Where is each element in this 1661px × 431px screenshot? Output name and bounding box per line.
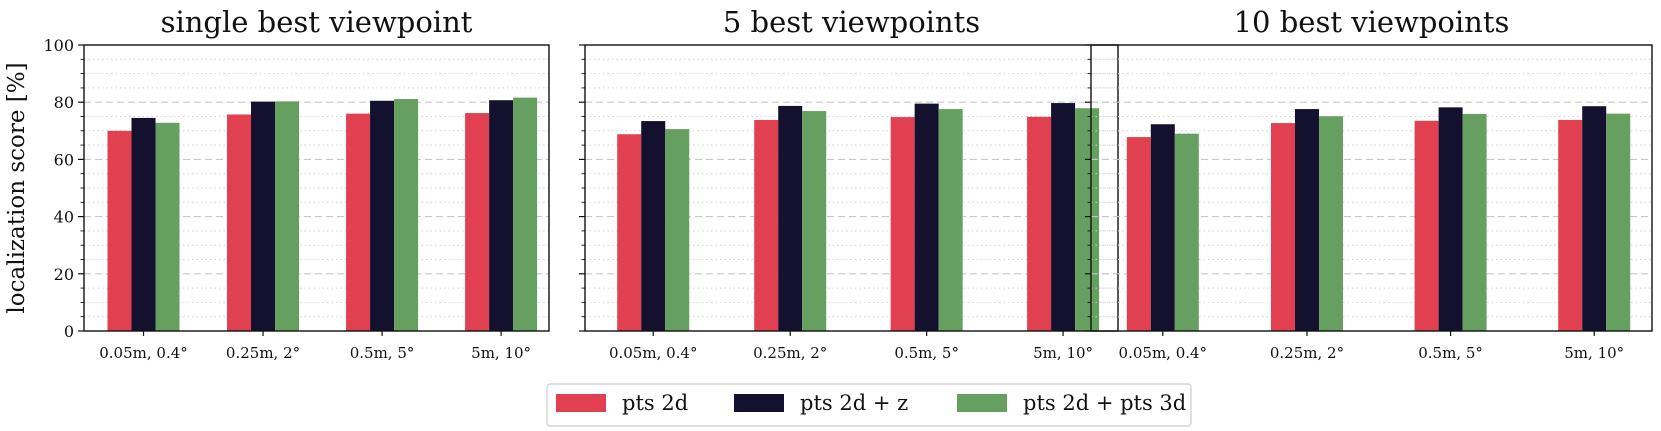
legend-box bbox=[546, 383, 1192, 427]
x-tick-label: 0.25m, 2° bbox=[1270, 344, 1344, 362]
bar-pts-2d-z-2 bbox=[251, 101, 276, 332]
chart-title: 5 best viewpoints bbox=[723, 5, 980, 39]
bar-pts-2d-pts-3d-2 bbox=[1318, 116, 1343, 332]
x-tick-label: 0.5m, 5° bbox=[894, 344, 959, 362]
chart-title: 10 best viewpoints bbox=[1234, 5, 1510, 39]
bar-pts-2d-2 bbox=[754, 119, 779, 331]
bar-pts-2d-pts-3d-2 bbox=[275, 101, 300, 331]
bar-pts-2d-z-4 bbox=[1582, 106, 1607, 331]
bar-pts-2d-pts-3d-3 bbox=[938, 109, 963, 332]
bar-pts-2d-z-3 bbox=[370, 100, 395, 332]
bar-pts-2d-pts-3d-4 bbox=[513, 97, 538, 332]
x-tick-label: 5m, 10° bbox=[1564, 344, 1624, 362]
legend-swatch bbox=[556, 394, 606, 412]
bar-pts-2d-z-2 bbox=[778, 105, 803, 331]
bar-pts-2d-1 bbox=[107, 130, 132, 331]
bar-pts-2d-z-1 bbox=[131, 117, 156, 332]
legend-label: pts 2d + pts 3d bbox=[1023, 391, 1186, 415]
x-tick-label: 0.25m, 2° bbox=[226, 344, 300, 362]
bar-pts-2d-z-3 bbox=[1438, 107, 1463, 332]
y-tick-label: 40 bbox=[54, 208, 74, 227]
chart-title: single best viewpoint bbox=[161, 5, 473, 39]
bar-pts-2d-z-2 bbox=[1294, 109, 1319, 332]
bar-pts-2d-2 bbox=[227, 114, 252, 331]
bar-pts-2d-1 bbox=[617, 134, 642, 331]
bar-pts-2d-z-4 bbox=[489, 100, 514, 331]
legend-swatch bbox=[734, 394, 784, 412]
x-tick-label: 0.25m, 2° bbox=[753, 344, 827, 362]
bar-pts-2d-z-1 bbox=[641, 121, 666, 332]
bar-pts-2d-1 bbox=[1126, 137, 1151, 331]
y-axis-label: localization score [%] bbox=[4, 62, 30, 313]
bar-pts-2d-z-4 bbox=[1051, 103, 1076, 331]
x-tick-label: 0.05m, 0.4° bbox=[1119, 344, 1208, 362]
bar-pts-2d-pts-3d-1 bbox=[665, 129, 690, 331]
legend-label: pts 2d + z bbox=[800, 391, 908, 415]
bar-pts-2d-pts-3d-4 bbox=[1075, 108, 1100, 332]
bar-pts-2d-4 bbox=[465, 113, 490, 332]
y-tick-label: 60 bbox=[54, 150, 74, 169]
x-tick-label: 5m, 10° bbox=[1033, 344, 1093, 362]
legend-swatch bbox=[957, 394, 1007, 412]
y-tick-label: 80 bbox=[54, 93, 74, 112]
x-tick-label: 0.05m, 0.4° bbox=[99, 344, 188, 362]
bar-pts-2d-4 bbox=[1027, 116, 1052, 331]
y-tick-label: 0 bbox=[64, 322, 74, 341]
chart-panel-3: 0.05m, 0.4° 0.25m, 2° 0.5m, 5° 5m, 10° 10 be… bbox=[1085, 5, 1653, 362]
bar-pts-2d-3 bbox=[346, 113, 371, 331]
bar-pts-2d-3 bbox=[890, 117, 915, 332]
legend: pts 2d pts 2d + z pts 2d + pts 3d bbox=[546, 383, 1192, 427]
bar-pts-2d-pts-3d-4 bbox=[1606, 113, 1631, 331]
bar-pts-2d-3 bbox=[1414, 120, 1439, 331]
plot-frame bbox=[83, 44, 550, 332]
y-tick-label: 20 bbox=[54, 265, 74, 284]
x-tick-label: 0.5m, 5° bbox=[350, 344, 415, 362]
x-tick-label: 5m, 10° bbox=[471, 344, 531, 362]
bar-pts-2d-pts-3d-1 bbox=[1174, 133, 1199, 331]
bar-pts-2d-pts-3d-3 bbox=[1462, 113, 1487, 332]
chart-panels: 0.05m, 0.4° 0.25m, 2° 0.5m, 5° 5m, 10° 0 20 40… bbox=[4, 5, 1653, 362]
y-tick-label: 100 bbox=[43, 36, 74, 55]
bar-pts-2d-z-3 bbox=[914, 103, 939, 331]
chart-panel-1: 0.05m, 0.4° 0.25m, 2° 0.5m, 5° 5m, 10° 0 20 40… bbox=[4, 5, 550, 362]
x-tick-label: 0.05m, 0.4° bbox=[609, 344, 698, 362]
bar-pts-2d-4 bbox=[1558, 119, 1583, 331]
x-tick-label: 0.5m, 5° bbox=[1418, 344, 1483, 362]
bar-pts-2d-pts-3d-1 bbox=[155, 122, 180, 332]
bar-pts-2d-2 bbox=[1270, 123, 1295, 331]
bar-pts-2d-pts-3d-2 bbox=[802, 111, 827, 331]
chart-panel-2: 0.05m, 0.4° 0.25m, 2° 0.5m, 5° 5m, 10° 5 bes… bbox=[579, 5, 1119, 362]
plot-frame bbox=[1090, 44, 1653, 332]
bar-pts-2d-z-1 bbox=[1150, 124, 1175, 331]
bar-pts-2d-pts-3d-3 bbox=[394, 99, 419, 331]
legend-label: pts 2d bbox=[622, 391, 688, 415]
